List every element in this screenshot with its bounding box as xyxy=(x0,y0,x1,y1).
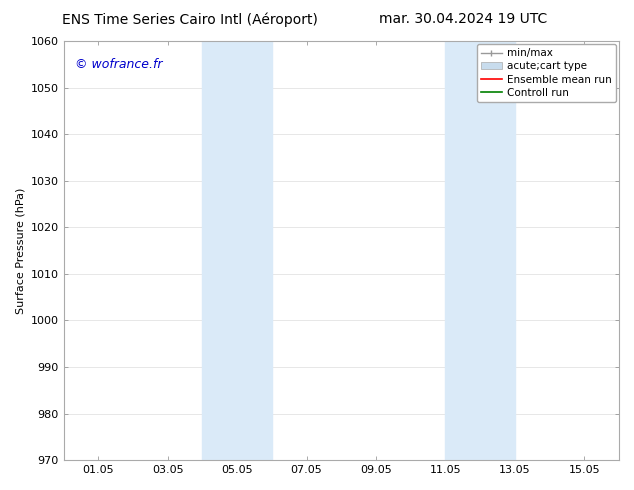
Bar xyxy=(446,41,515,460)
Text: © wofrance.fr: © wofrance.fr xyxy=(75,58,162,71)
Text: ENS Time Series Cairo Intl (Aéroport): ENS Time Series Cairo Intl (Aéroport) xyxy=(62,12,318,27)
Bar xyxy=(202,41,272,460)
Text: mar. 30.04.2024 19 UTC: mar. 30.04.2024 19 UTC xyxy=(378,12,547,26)
Legend: min/max, acute;cart type, Ensemble mean run, Controll run: min/max, acute;cart type, Ensemble mean … xyxy=(477,44,616,102)
Y-axis label: Surface Pressure (hPa): Surface Pressure (hPa) xyxy=(15,187,25,314)
